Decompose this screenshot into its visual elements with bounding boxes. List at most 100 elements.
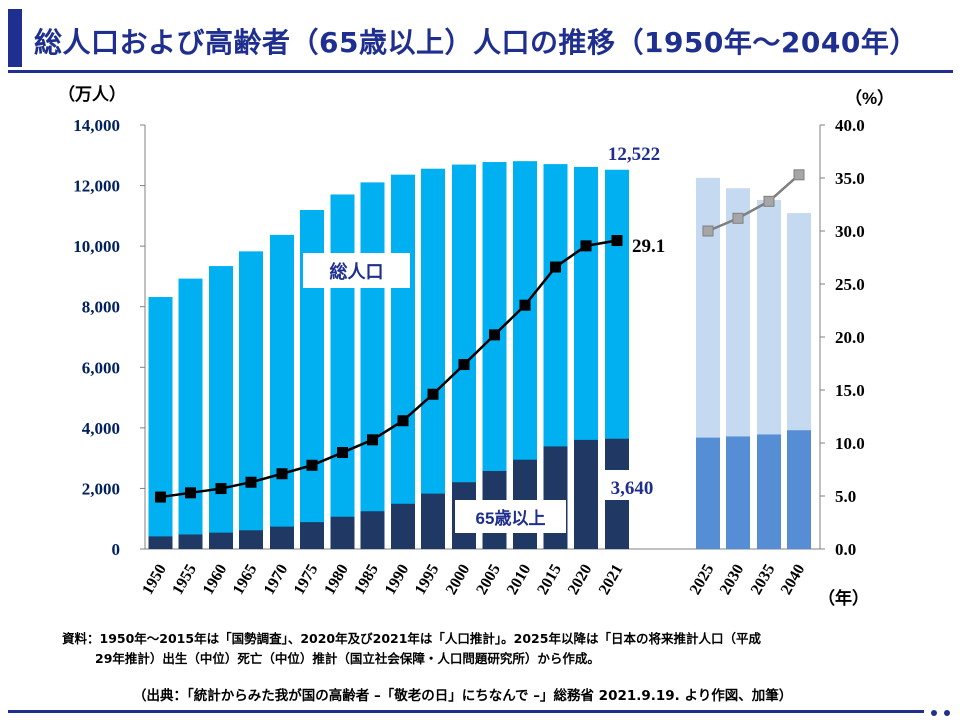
aging-rate-marker (550, 261, 561, 273)
aging-rate-marker (245, 476, 257, 488)
elderly-series-label-box (455, 500, 566, 533)
x-tick-label: 2040 (778, 562, 809, 598)
elderly-population-bar (391, 503, 415, 549)
x-tick-label: 1975 (291, 562, 322, 598)
elderly-population-bar (696, 437, 720, 549)
right-axis-unit: （%） (845, 88, 894, 108)
total-series-label-box (303, 253, 410, 288)
citation-note: （出典：「統計からみた我が国の高齢者 –「敬老の日」にちなんで –」総務省 20… (133, 688, 793, 704)
left-tick-label: 12,000 (73, 177, 120, 196)
elderly-population-bar (787, 430, 811, 549)
aging-rate-marker (458, 359, 470, 371)
total-population-bar (239, 251, 263, 550)
source-note-line-2: 29年推計）出生（中位）死亡（中位）推計（国立社会保障・人口問題研究所）から作成… (95, 651, 600, 666)
x-tick-label: 2030 (717, 562, 748, 598)
axes: 0 2,000 4,000 6,000 8,000 10,000 12,000 14,000 0… (58, 84, 894, 608)
aging-rate-line (155, 169, 805, 503)
elderly-population-bar (726, 436, 750, 549)
aging-rate-marker (519, 299, 531, 311)
right-tick-label: 15.0 (835, 381, 865, 400)
aging-rate-marker (580, 240, 592, 252)
x-tick-label: 1990 (382, 562, 413, 598)
x-axis-unit: （年） (818, 588, 869, 608)
total-population-bar (178, 278, 203, 549)
x-tick-label: 2010 (504, 562, 535, 598)
elderly-population-bar (300, 522, 324, 549)
x-tick-label: 1950 (139, 562, 170, 598)
footer-dot (931, 710, 937, 716)
aging-rate-marker (763, 195, 775, 207)
left-axis-unit: （万人） (58, 84, 126, 104)
x-tick-label: 2020 (565, 562, 596, 598)
bars (148, 161, 811, 550)
right-tick-label: 35.0 (835, 169, 865, 188)
aging-rate-marker (732, 212, 744, 224)
aging-rate-marker (611, 235, 623, 247)
aging-rate-marker (306, 459, 318, 471)
title-underline (8, 70, 953, 73)
right-tick-label: 10.0 (835, 434, 865, 453)
x-tick-label: 2005 (473, 562, 504, 598)
aging-rate-marker (793, 169, 805, 181)
total-population-bar (209, 266, 233, 549)
left-tick-label: 10,000 (73, 237, 120, 256)
right-tick-label: 0.0 (835, 540, 856, 559)
left-tick-label: 8,000 (82, 298, 120, 317)
x-tick-label: 2035 (748, 562, 779, 598)
title-accent-bar (8, 9, 22, 67)
x-tick-label: 2015 (534, 562, 565, 598)
footer-dot (944, 710, 950, 716)
x-tick-label: 1980 (321, 562, 352, 598)
aging-rate-marker (155, 491, 166, 503)
right-tick-label: 40.0 (835, 116, 865, 135)
total-2021-value-label: 12,522 (608, 144, 660, 165)
total-population-bar (391, 174, 415, 549)
x-tick-label: 1985 (351, 562, 382, 598)
total-population-bar (360, 182, 385, 550)
aging-rate-marker (702, 225, 714, 237)
elderly-population-bar (178, 534, 203, 549)
elderly-population-bar (757, 434, 781, 549)
source-note-line-1: 資料：1950年〜2015年は「国勢調査」、2020年及び2021年は「人口推計… (62, 631, 761, 646)
right-tick-label: 30.0 (835, 222, 865, 241)
elderly-series-label: 65歳以上 (476, 508, 546, 528)
x-tick-label: 1960 (200, 562, 231, 598)
total-population-bar (330, 194, 355, 549)
aging-rate-line-actual (160, 239, 618, 499)
aging-rate-marker (276, 468, 288, 480)
right-tick-label: 25.0 (835, 275, 865, 294)
page-title: 総人口および高齢者（65歳以上）人口の推移（1950年〜2040年） (34, 26, 918, 59)
x-tick-label: 2021 (596, 562, 627, 598)
aging-rate-marker (367, 434, 378, 446)
right-tick-label: 5.0 (835, 487, 856, 506)
x-tick-label: 1995 (412, 562, 443, 598)
elderly-population-bar (574, 439, 598, 549)
aging-rate-marker (489, 329, 500, 341)
elderly-population-bar (421, 493, 445, 549)
left-tick-label: 0 (112, 540, 121, 559)
elderly-2021-value-label: 3,640 (611, 478, 654, 499)
elderly-population-bar (543, 446, 568, 549)
left-tick-label: 4,000 (82, 419, 120, 438)
elderly-population-bar (360, 511, 385, 549)
x-tick-label: 1970 (261, 562, 292, 598)
total-population-bar (148, 297, 173, 549)
x-tick-label: 2025 (687, 562, 718, 598)
total-population-bar (421, 168, 445, 550)
total-population-bar (270, 234, 294, 549)
elderly-population-bar (270, 526, 294, 549)
elderly-population-bar (330, 516, 355, 549)
total-series-label: 総人口 (330, 261, 384, 282)
aging-rate-marker (427, 388, 439, 400)
footer-rule (8, 710, 924, 713)
title-bar: 総人口および高齢者（65歳以上）人口の推移（1950年〜2040年） (0, 0, 960, 74)
right-tick-label: 20.0 (835, 328, 865, 347)
x-tick-label: 2000 (443, 562, 474, 598)
x-tick-label: 1955 (169, 562, 200, 598)
elderly-2021-value-box (601, 470, 663, 500)
elderly-population-bar (209, 532, 233, 549)
aging-rate-marker (215, 483, 227, 495)
elderly-population-bar (239, 530, 263, 549)
aging-rate-line-projected (707, 173, 800, 233)
